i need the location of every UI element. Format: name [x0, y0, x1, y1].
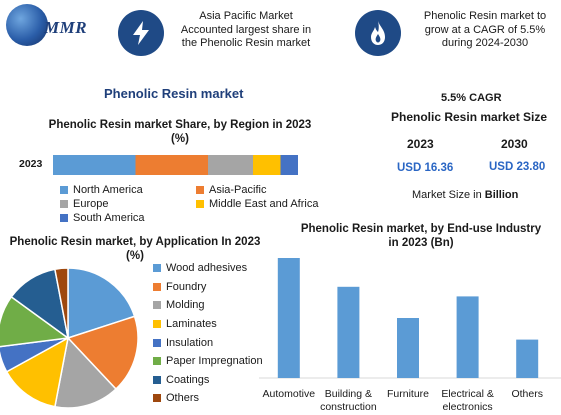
cagr-label: 5.5% CAGR	[441, 92, 502, 104]
caption-unit: Billion	[484, 189, 519, 201]
enduse-category-label: Building &	[325, 388, 372, 400]
pie-slice	[66, 315, 139, 391]
application-legend-label: Laminates	[166, 318, 217, 331]
legend-swatch	[153, 375, 161, 384]
region-legend-item: South America	[60, 212, 196, 224]
application-legend-item: Laminates	[153, 315, 263, 334]
legend-swatch	[153, 320, 161, 329]
pie-slice	[0, 337, 69, 373]
region-legend-item: Middle East and Africa	[196, 198, 330, 210]
application-legend: Wood adhesives Foundry Molding Laminates Ins…	[153, 259, 263, 408]
application-chart-title: Phenolic Resin market, by Application In…	[9, 236, 261, 262]
application-legend-item: Insulation	[153, 333, 263, 352]
enduse-chart-title: Phenolic Resin market, by End-use Indust…	[300, 223, 542, 249]
logo-globe-icon	[6, 4, 48, 46]
enduse-bar	[277, 258, 300, 378]
pie-slice	[54, 336, 117, 409]
region-bar-segment	[253, 155, 281, 175]
enduse-bar-chart: Automotive Building &construction Furnitur…	[259, 258, 561, 413]
application-legend-item: Others	[153, 389, 263, 408]
enduse-category-label: Electrical &	[441, 388, 494, 400]
region-legend-item: Europe	[60, 198, 196, 210]
legend-swatch	[153, 282, 161, 291]
application-legend-label: Paper Impregnation	[166, 355, 263, 368]
legend-swatch	[153, 394, 161, 403]
application-pie-chart	[0, 267, 139, 409]
legend-swatch	[153, 264, 161, 273]
legend-swatch	[153, 357, 161, 366]
enduse-category-label: Automotive	[263, 388, 316, 400]
logo-text: MMR	[44, 18, 88, 37]
enduse-bar	[337, 286, 360, 378]
flame-icon	[355, 10, 401, 56]
region-legend: North America Asia-Pacific Europe Middle Ea…	[60, 184, 330, 224]
legend-swatch	[60, 214, 68, 222]
region-category-label: 2023	[19, 158, 43, 170]
application-legend-label: Coatings	[166, 373, 210, 386]
region-bar-segment	[135, 155, 208, 175]
application-legend-label: Foundry	[166, 280, 207, 293]
legend-swatch	[196, 200, 204, 208]
application-legend-label: Wood adhesives	[166, 262, 248, 275]
application-legend-item: Foundry	[153, 278, 263, 297]
enduse-bar	[456, 296, 479, 378]
value-2023: USD 16.36	[397, 162, 454, 174]
application-legend-item: Molding	[153, 296, 263, 315]
region-bar-segment	[280, 155, 298, 175]
value-2030: USD 23.80	[489, 161, 546, 173]
enduse-category-label: Others	[511, 388, 543, 400]
banner-right-text: Phenolic Resin market to grow at a CAGR …	[423, 10, 547, 49]
caption-prefix: Market Size in	[412, 189, 485, 201]
legend-swatch	[60, 200, 68, 208]
enduse-category-label: electronics	[442, 401, 492, 413]
region-legend-label: North America	[73, 184, 143, 196]
application-legend-item: Coatings	[153, 371, 263, 390]
application-legend-item: Wood adhesives	[153, 259, 263, 278]
region-chart-title: Phenolic Resin market Share, by Region i…	[48, 119, 312, 145]
pie-slice	[54, 267, 69, 339]
legend-swatch	[153, 301, 161, 310]
application-legend-label: Others	[166, 392, 200, 405]
region-legend-label: South America	[73, 212, 145, 224]
market-size-title: Phenolic Resin market Size	[391, 110, 548, 124]
region-legend-item: Asia-Pacific	[196, 184, 330, 196]
enduse-category-label: Furniture	[387, 388, 429, 400]
main-title: Phenolic Resin market	[104, 86, 244, 101]
legend-swatch	[196, 186, 204, 194]
legend-swatch	[60, 186, 68, 194]
enduse-bar	[516, 339, 539, 378]
enduse-category-label: construction	[320, 401, 377, 413]
application-legend-label: Insulation	[166, 336, 214, 349]
application-legend-label: Molding	[166, 299, 205, 312]
lightning-icon	[118, 10, 164, 56]
region-legend-item: North America	[60, 184, 196, 196]
pie-slice	[5, 336, 70, 408]
region-bar-segment	[53, 155, 136, 175]
region-legend-label: Middle East and Africa	[209, 198, 319, 210]
region-bar-segment	[208, 155, 253, 175]
application-legend-item: Paper Impregnation	[153, 352, 263, 371]
enduse-bar	[397, 318, 419, 378]
year-2030: 2030	[501, 137, 528, 151]
market-size-caption: Market Size in Billion	[412, 189, 518, 201]
banner-left-text: Asia Pacific Market Accounted largest sh…	[180, 10, 312, 49]
pie-slice	[67, 267, 136, 340]
legend-swatch	[153, 338, 161, 347]
region-legend-label: Asia-Pacific	[209, 184, 267, 196]
year-2023: 2023	[407, 137, 434, 151]
region-legend-label: Europe	[73, 198, 109, 210]
